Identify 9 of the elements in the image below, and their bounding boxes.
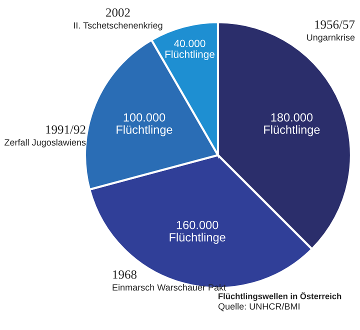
- data-label: 100.000 Flüchtlinge: [116, 113, 172, 136]
- data-label: 40.000 Flüchtlinge: [165, 40, 214, 60]
- text: Flüchtlingswellen in Österreich: [218, 292, 342, 301]
- source-note: Quelle: UNHCR/BMI: [218, 303, 300, 312]
- data-label: 160.000 Flüchtlinge: [170, 220, 226, 244]
- data-label: 180.000 Flüchtlinge: [264, 113, 320, 136]
- slice-label: 1956/57 Ungarnkrise: [307, 20, 355, 42]
- slice-label: 2002 II. Tschetschenenkrieg: [74, 8, 162, 30]
- slice-label: 1991/92 Zerfall Jugoslawiens: [4, 125, 86, 148]
